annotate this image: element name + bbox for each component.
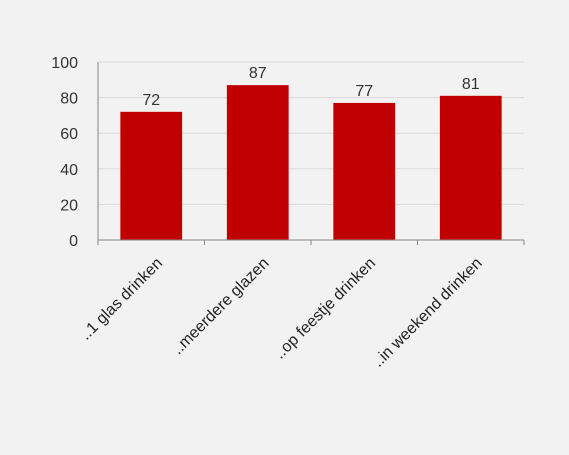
chart-area: 0 20 40 60 80 100 72 ..1 glas drinken 87 ..meerde… xyxy=(8,8,561,439)
bar-2 xyxy=(226,85,289,240)
data-label-2: 87 xyxy=(249,65,267,82)
data-label-4: 81 xyxy=(462,76,480,93)
bar-chart: 0 20 40 60 80 100 72 ..1 glas drinken 87 ..meerde… xyxy=(51,55,525,371)
bars xyxy=(120,85,502,240)
y-tick-label-60: 60 xyxy=(60,126,78,143)
data-label-3: 77 xyxy=(355,83,373,100)
axes xyxy=(97,62,525,245)
bar-4 xyxy=(439,95,502,240)
data-label-1: 72 xyxy=(142,92,160,109)
category-label-3: ..op feestje drinken xyxy=(271,255,379,363)
bar-3 xyxy=(333,102,396,240)
y-tick-label-100: 100 xyxy=(51,55,78,72)
y-tick-label-20: 20 xyxy=(60,197,78,214)
y-tick-label-0: 0 xyxy=(69,233,78,250)
y-tick-label-80: 80 xyxy=(60,91,78,108)
category-label-4: ..in weekend drinken xyxy=(370,255,486,371)
category-label-2: ..meerdere glazen xyxy=(169,255,272,358)
category-label-1: ..1 glas drinken xyxy=(77,255,166,344)
y-tick-label-40: 40 xyxy=(60,162,78,179)
bar-1 xyxy=(120,111,183,240)
